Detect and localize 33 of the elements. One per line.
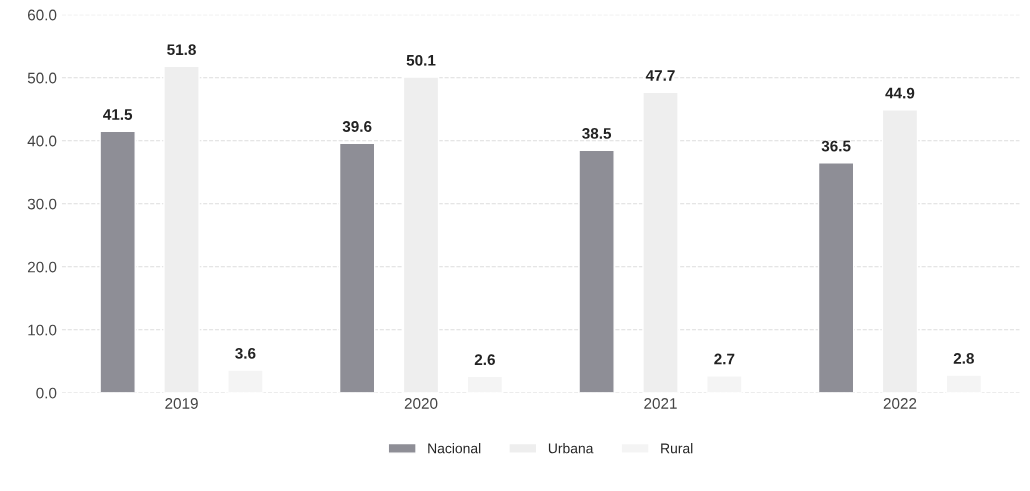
bar <box>338 142 376 393</box>
x-tick-label: 2020 <box>404 398 438 409</box>
legend-label: Urbana <box>548 443 594 454</box>
bar <box>163 65 200 393</box>
legend-label: Rural <box>661 443 693 454</box>
data-label: 3.6 <box>235 347 256 359</box>
y-tick-label: 60.0 <box>27 9 57 21</box>
data-label: 38.5 <box>582 128 612 139</box>
x-tick-label: 2021 <box>644 398 677 409</box>
data-label: 2.8 <box>953 352 974 364</box>
bar <box>578 149 615 393</box>
y-tick-label: 40.0 <box>27 135 57 147</box>
y-tick-label: 0.0 <box>36 387 57 399</box>
data-label: 2.6 <box>474 354 495 366</box>
bar <box>402 76 440 393</box>
bar <box>817 162 855 393</box>
data-label: 36.5 <box>821 140 851 152</box>
legend-label: Nacional <box>428 443 481 454</box>
bar <box>99 130 136 393</box>
y-tick-label: 20.0 <box>27 261 57 273</box>
data-label: 2.7 <box>714 353 735 365</box>
data-label: 50.1 <box>406 54 436 66</box>
x-tick-label: 2022 <box>883 398 917 409</box>
data-label: 41.5 <box>103 109 133 120</box>
data-label: 47.7 <box>645 70 675 81</box>
data-label: 39.6 <box>342 121 372 132</box>
y-tick-label: 30.0 <box>27 198 57 210</box>
y-tick-label: 50.0 <box>27 72 57 84</box>
bar <box>642 91 679 393</box>
data-label: 51.8 <box>167 44 196 56</box>
y-tick-label: 10.0 <box>28 324 57 336</box>
data-label: 44.9 <box>885 87 915 99</box>
x-tick-label: 2019 <box>165 398 198 409</box>
